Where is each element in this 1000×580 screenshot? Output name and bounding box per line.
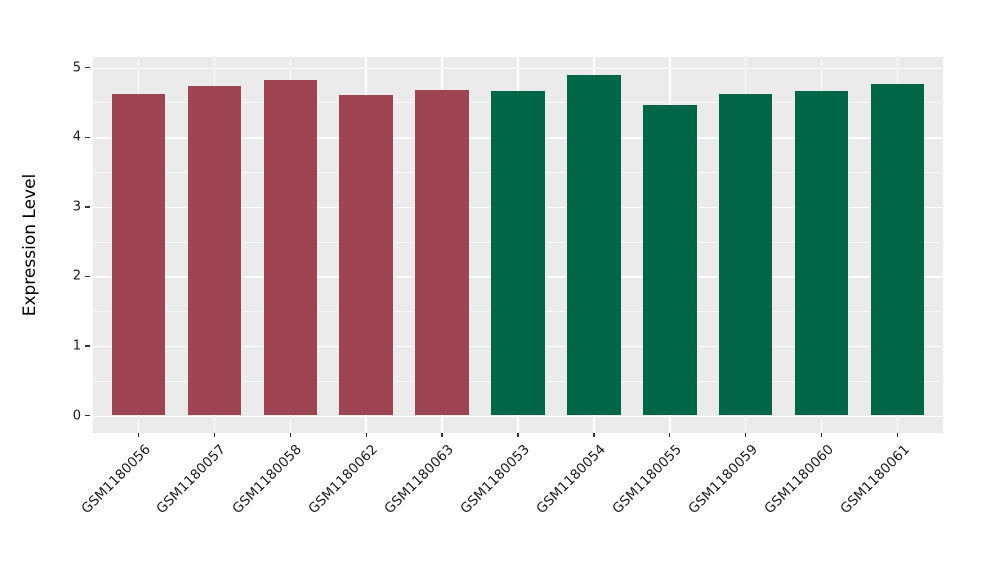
bar-GSM1180060	[794, 90, 849, 416]
y-tick-mark	[85, 345, 90, 347]
x-tick-mark	[896, 433, 899, 437]
x-tick-mark	[593, 433, 595, 437]
bar-GSM1180063	[415, 89, 469, 416]
x-tick-mark	[365, 433, 367, 437]
plot-panel	[93, 57, 943, 433]
x-tick-mark	[820, 433, 823, 437]
y-tick-label: 2	[72, 268, 81, 284]
y-tick-label: 5	[72, 60, 81, 76]
y-tick-mark	[85, 275, 90, 278]
bar-GSM1180058	[263, 79, 318, 416]
x-tick-mark	[289, 433, 291, 437]
x-tick-mark	[441, 433, 443, 437]
y-tick-label: 0	[72, 408, 81, 423]
y-tick-mark	[85, 415, 90, 417]
x-tick-mark	[517, 433, 519, 437]
bar-GSM1180053	[491, 91, 545, 416]
y-tick-mark	[85, 136, 90, 139]
bar-GSM1180062	[339, 94, 393, 416]
x-tick-mark	[745, 433, 747, 437]
x-tick-mark	[213, 433, 216, 437]
bar-GSM1180056	[111, 94, 166, 416]
bar-GSM1180061	[870, 83, 925, 416]
bar-GSM1180054	[567, 74, 621, 416]
y-tick-label: 1	[72, 338, 81, 354]
x-tick-mark	[669, 433, 671, 437]
x-tick-label: GSM1180061	[837, 442, 994, 518]
x-tick-label-text: GSM1180056	[77, 441, 154, 518]
bar-GSM1180057	[187, 85, 242, 416]
x-tick-mark	[137, 433, 140, 437]
y-axis-title: Expression Level	[20, 173, 40, 317]
bar-GSM1180055	[643, 105, 697, 416]
y-tick-label: 3	[72, 199, 81, 215]
y-tick-mark	[85, 67, 90, 69]
y-tick-mark	[85, 206, 90, 208]
y-tick-label: 4	[72, 129, 81, 145]
bar-GSM1180059	[718, 94, 773, 416]
